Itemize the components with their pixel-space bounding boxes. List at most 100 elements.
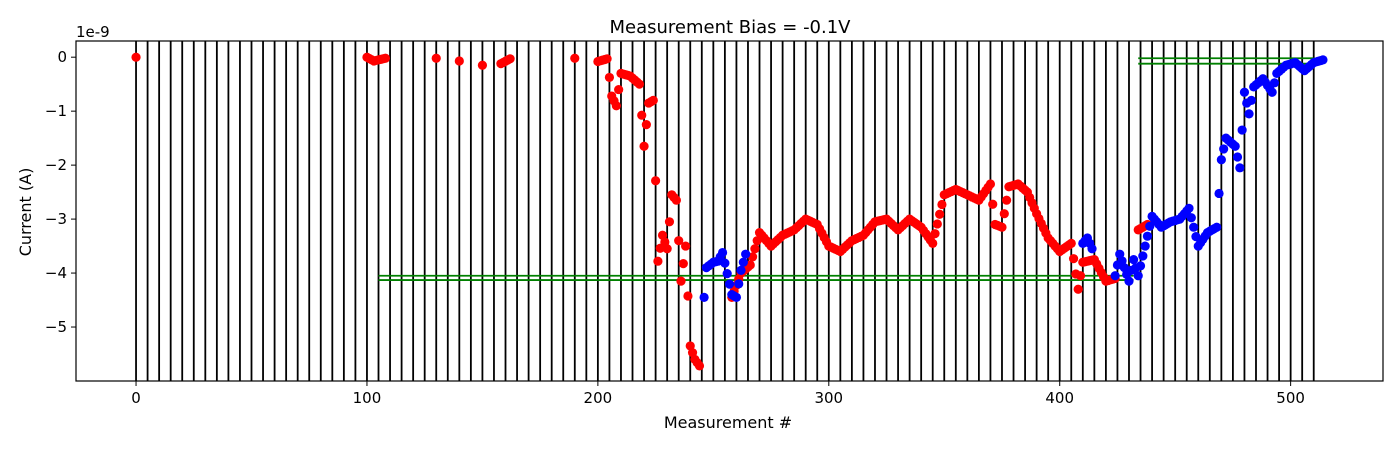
blue-point — [1230, 141, 1240, 151]
blue-point — [1212, 222, 1222, 232]
blue-point — [1138, 251, 1148, 261]
red-point — [602, 54, 612, 64]
x-tick-label: 300 — [814, 389, 843, 407]
blue-point — [1216, 155, 1226, 165]
blue-point — [1267, 87, 1277, 97]
red-point — [639, 141, 649, 151]
blue-point — [722, 269, 732, 279]
red-point — [431, 53, 441, 63]
blue-point — [1318, 55, 1328, 65]
red-point — [678, 259, 688, 269]
red-point — [614, 84, 624, 95]
red-point — [662, 244, 672, 254]
red-point — [747, 252, 758, 262]
blue-point — [1129, 254, 1139, 265]
y-tick-label: −1 — [45, 102, 67, 120]
red-point — [930, 229, 940, 239]
x-tick-label: 100 — [353, 389, 382, 407]
blue-point — [1133, 271, 1143, 281]
blue-point — [1140, 241, 1150, 251]
red-point — [653, 256, 663, 266]
blue-point — [717, 247, 728, 258]
blue-point — [699, 292, 709, 302]
x-tick-label: 500 — [1276, 389, 1305, 407]
red-point — [131, 52, 141, 62]
red-point — [651, 176, 661, 186]
plot-area — [131, 41, 1328, 381]
red-point — [1075, 271, 1086, 281]
y-tick-label: 0 — [57, 48, 67, 66]
y-tick-label: −5 — [45, 318, 67, 336]
red-point — [604, 72, 615, 83]
x-tick-label: 200 — [584, 389, 613, 407]
red-point — [932, 219, 942, 229]
blue-point — [1237, 125, 1247, 135]
red-point — [681, 241, 691, 251]
red-point — [988, 199, 998, 209]
red-point — [505, 54, 515, 64]
blue-point — [1246, 95, 1256, 105]
red-point — [985, 179, 996, 189]
blue-point — [736, 265, 746, 275]
red-point — [935, 209, 945, 219]
red-point — [937, 199, 947, 210]
blue-point — [1124, 276, 1134, 286]
red-point — [1066, 238, 1076, 248]
red-point — [454, 56, 464, 66]
red-point — [671, 195, 681, 205]
blue-point — [1110, 271, 1120, 281]
red-point — [694, 361, 705, 371]
red-point — [997, 222, 1007, 232]
blue-point — [1235, 163, 1245, 173]
red-point — [928, 238, 938, 248]
red-point — [477, 60, 488, 70]
blue-point — [1232, 152, 1243, 162]
y-tick-label: −4 — [45, 264, 67, 282]
blue-point — [1269, 78, 1280, 88]
chart-title: Measurement Bias = -0.1V — [609, 17, 851, 38]
axes: 0 100 200 300 400 500 0 −1 −2 −3 −4 −5 — [45, 40, 1384, 407]
red-point — [611, 101, 621, 111]
red-point — [664, 217, 675, 227]
blue-point — [1142, 231, 1153, 241]
red-point — [674, 236, 684, 246]
blue-point — [720, 258, 730, 268]
blue-point — [1244, 109, 1254, 119]
y-offset-text: 1e-9 — [76, 23, 110, 41]
blue-point — [734, 279, 744, 289]
red-point — [570, 53, 580, 63]
red-point — [1068, 254, 1079, 264]
blue-point — [1135, 261, 1146, 271]
red-point — [637, 110, 647, 120]
red-point — [750, 244, 760, 254]
x-tick-label: 0 — [131, 389, 141, 407]
x-axis-label: Measurement # — [664, 413, 792, 432]
blue-point — [1145, 221, 1155, 231]
blue-point — [724, 279, 735, 289]
blue-point — [741, 249, 751, 259]
blue-point — [1214, 188, 1224, 199]
y-axis-label: Current (A) — [16, 168, 35, 257]
y-tick-label: −3 — [45, 210, 67, 228]
red-point — [634, 79, 645, 89]
red-point — [676, 276, 686, 286]
x-tick-label: 400 — [1045, 389, 1074, 407]
red-point — [683, 291, 693, 301]
blue-point — [738, 257, 748, 267]
red-point — [380, 53, 391, 63]
axes-frame — [75, 40, 1384, 382]
blue-point — [1219, 144, 1229, 154]
blue-point — [1186, 213, 1196, 223]
blue-point — [731, 292, 742, 302]
blue-point — [1189, 222, 1199, 232]
y-tick-label: −2 — [45, 156, 67, 174]
blue-point — [1239, 87, 1250, 97]
red-point — [641, 120, 651, 130]
red-point — [648, 95, 658, 105]
blue-point — [1087, 244, 1097, 254]
red-point — [1073, 284, 1083, 294]
red-point — [1002, 195, 1012, 205]
blue-point — [1184, 203, 1194, 213]
red-point — [999, 209, 1009, 219]
